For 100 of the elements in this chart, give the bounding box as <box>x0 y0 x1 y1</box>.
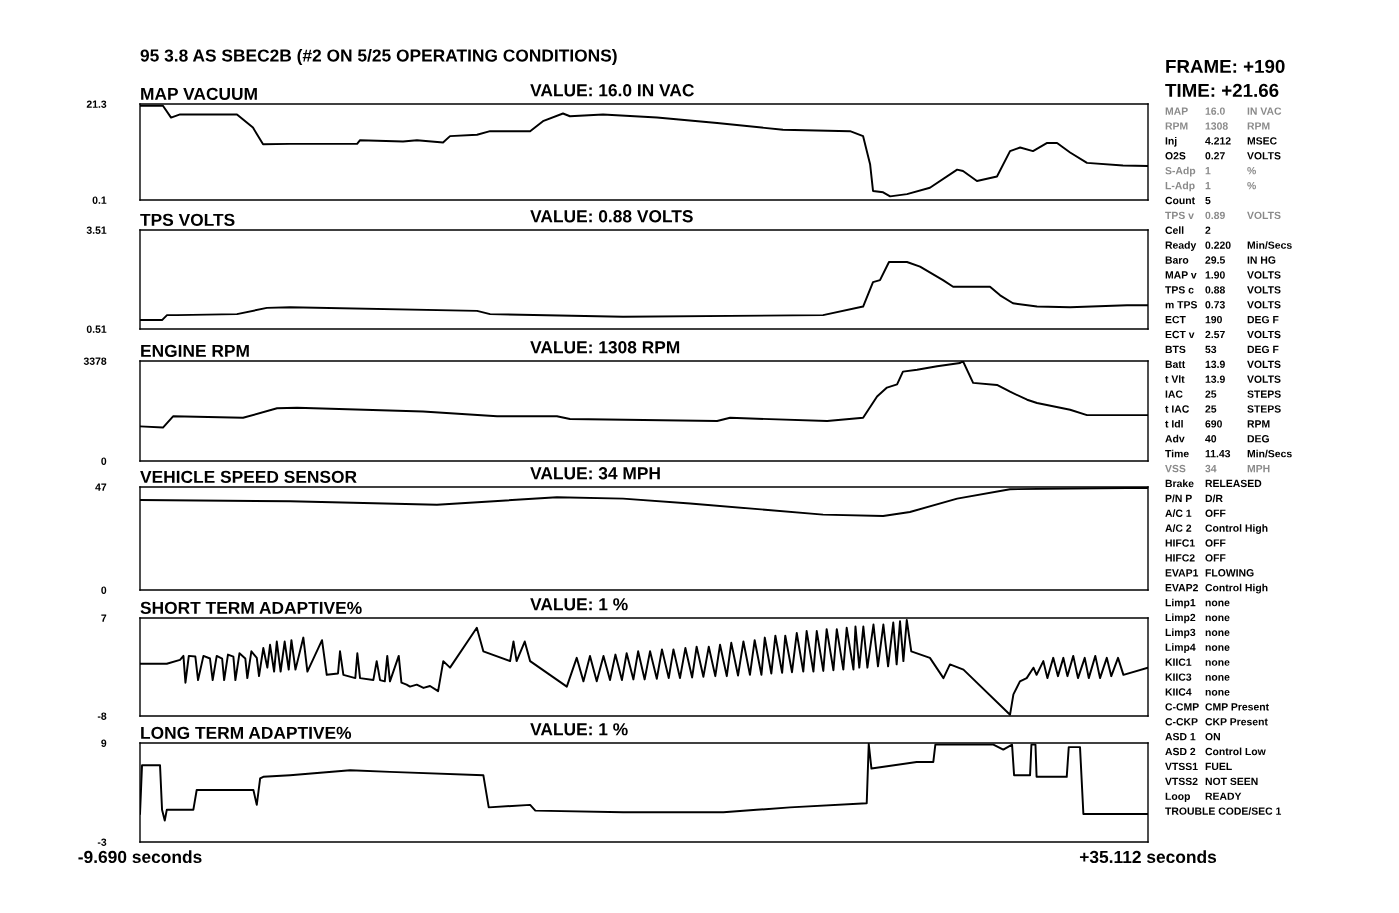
text: STEPS <box>1247 390 1281 398</box>
category-label: Batt <box>1165 360 1186 368</box>
category-label: VSS <box>1165 464 1186 473</box>
category-label: Loop <box>1165 792 1191 802</box>
text: IN HG <box>1247 256 1276 264</box>
category-label: Inj <box>1165 136 1177 147</box>
y-tick-label: 0.1 <box>92 196 107 204</box>
category-label: RPM <box>1165 122 1188 130</box>
text: none <box>1205 660 1230 666</box>
text: 0.88 <box>1205 286 1225 294</box>
text: 190 <box>1205 315 1222 324</box>
y-tick-label: 9 <box>101 739 107 747</box>
category-label: TPS c <box>1165 286 1194 294</box>
category-label: Limp2 <box>1165 613 1196 624</box>
text: 1 <box>1205 182 1211 190</box>
y-tick-label: 21.3 <box>86 100 107 108</box>
text: 0.73 <box>1205 301 1225 309</box>
chart-subtitle: VALUE: 34 MPH <box>530 467 660 480</box>
chart-subtitle: VALUE: 16.0 IN VAC <box>530 84 694 97</box>
text: READY <box>1205 792 1242 800</box>
text: VOLTS <box>1247 211 1281 220</box>
category-label: EVAP2 <box>1165 584 1198 592</box>
y-tick-label: 47 <box>95 483 107 491</box>
category-label: Baro <box>1165 256 1189 264</box>
text: FRAME: +190 <box>1166 59 1285 74</box>
text: MPH <box>1247 464 1270 473</box>
category-label: A/C 1 <box>1165 509 1192 518</box>
x-tick-label: +35.112 seconds <box>1079 850 1217 864</box>
category-label: KIIC4 <box>1165 688 1192 696</box>
text: Control High <box>1205 524 1268 534</box>
text: none <box>1205 645 1230 651</box>
text: D/R <box>1205 494 1223 503</box>
text: RPM <box>1247 420 1270 428</box>
text: 29.5 <box>1205 256 1225 264</box>
text: ON <box>1205 732 1220 741</box>
category-label: Time <box>1165 449 1189 458</box>
text: VOLTS <box>1247 152 1281 160</box>
category-label: EVAP1 <box>1165 569 1199 577</box>
category-label: L-Adp <box>1165 181 1195 192</box>
text: 4.212 <box>1205 137 1231 145</box>
chart-title: SHORT TERM ADAPTIVE% <box>140 601 362 614</box>
category-label: Cell <box>1165 226 1184 234</box>
category-label: A/C 2 <box>1165 524 1192 532</box>
category-label: MAP <box>1165 107 1188 115</box>
text: 13.9 <box>1205 375 1225 383</box>
text: OFF <box>1205 539 1226 547</box>
text: CMP Present <box>1205 703 1269 711</box>
category-label: Adv <box>1165 434 1185 443</box>
category-label: HIFC1 <box>1165 539 1195 547</box>
text: 5 <box>1205 196 1211 205</box>
category-label: MAP v <box>1165 271 1197 279</box>
text: 2.57 <box>1205 330 1225 339</box>
text: 40 <box>1205 435 1217 443</box>
y-tick-label: 3378 <box>83 357 107 365</box>
text: 2 <box>1205 226 1211 234</box>
y-tick-label: 0 <box>101 457 107 465</box>
text: none <box>1205 600 1230 607</box>
y-tick-label: -3 <box>97 838 107 846</box>
chart-title: ENGINE RPM <box>141 344 249 357</box>
chart-title: TPS VOLTS <box>140 213 235 226</box>
text: 95 3.8 AS SBEC2B (#2 ON 5/25 OPERATING CONDITIONS) <box>140 48 617 66</box>
category-label: VTSS1 <box>1165 762 1198 771</box>
text: Control High <box>1205 583 1268 594</box>
chart-subtitle: VALUE: 0.88 VOLTS <box>530 210 693 223</box>
text: IN VAC <box>1247 107 1282 115</box>
text: 0.27 <box>1205 152 1225 160</box>
text: 25 <box>1205 405 1217 413</box>
category-label: KIIC1 <box>1165 658 1192 666</box>
text: OFF <box>1205 509 1226 517</box>
text: 0.89 <box>1205 211 1225 220</box>
category-label: Count <box>1165 196 1195 205</box>
category-label: Limp3 <box>1165 628 1196 639</box>
text: % <box>1247 181 1256 190</box>
text: 16.0 <box>1205 107 1225 115</box>
text: VOLTS <box>1247 375 1281 383</box>
chart-title: LONG TERM ADAPTIVE% <box>141 726 352 739</box>
chart-subtitle: VALUE: 1 % <box>530 598 628 611</box>
category-label: Ready <box>1165 241 1197 251</box>
category-label: Brake <box>1165 479 1194 488</box>
text: NOT SEEN <box>1205 777 1258 786</box>
category-label: O2S <box>1165 152 1186 160</box>
text: OFF <box>1205 554 1226 562</box>
category-label: t Idl <box>1165 419 1183 428</box>
text: FLOWING <box>1205 569 1254 577</box>
text: VOLTS <box>1247 330 1281 339</box>
text: TIME: +21.66 <box>1165 83 1279 98</box>
y-tick-label: 0 <box>101 586 107 594</box>
text: DEG F <box>1247 315 1279 324</box>
y-tick-label: 3.51 <box>86 226 107 234</box>
category-label: ECT v <box>1165 330 1195 339</box>
category-label: KIIC3 <box>1165 673 1192 681</box>
y-tick-label: 0.51 <box>86 325 107 333</box>
text: 11.43 <box>1205 449 1231 458</box>
category-label: t IAC <box>1165 405 1190 413</box>
text: DEG <box>1247 435 1269 443</box>
category-label: C-CMP <box>1165 703 1199 711</box>
category-label: Limp1 <box>1165 598 1196 609</box>
category-label: BTS <box>1165 345 1186 354</box>
y-tick-label: 7 <box>101 614 107 622</box>
text: none <box>1205 630 1230 637</box>
